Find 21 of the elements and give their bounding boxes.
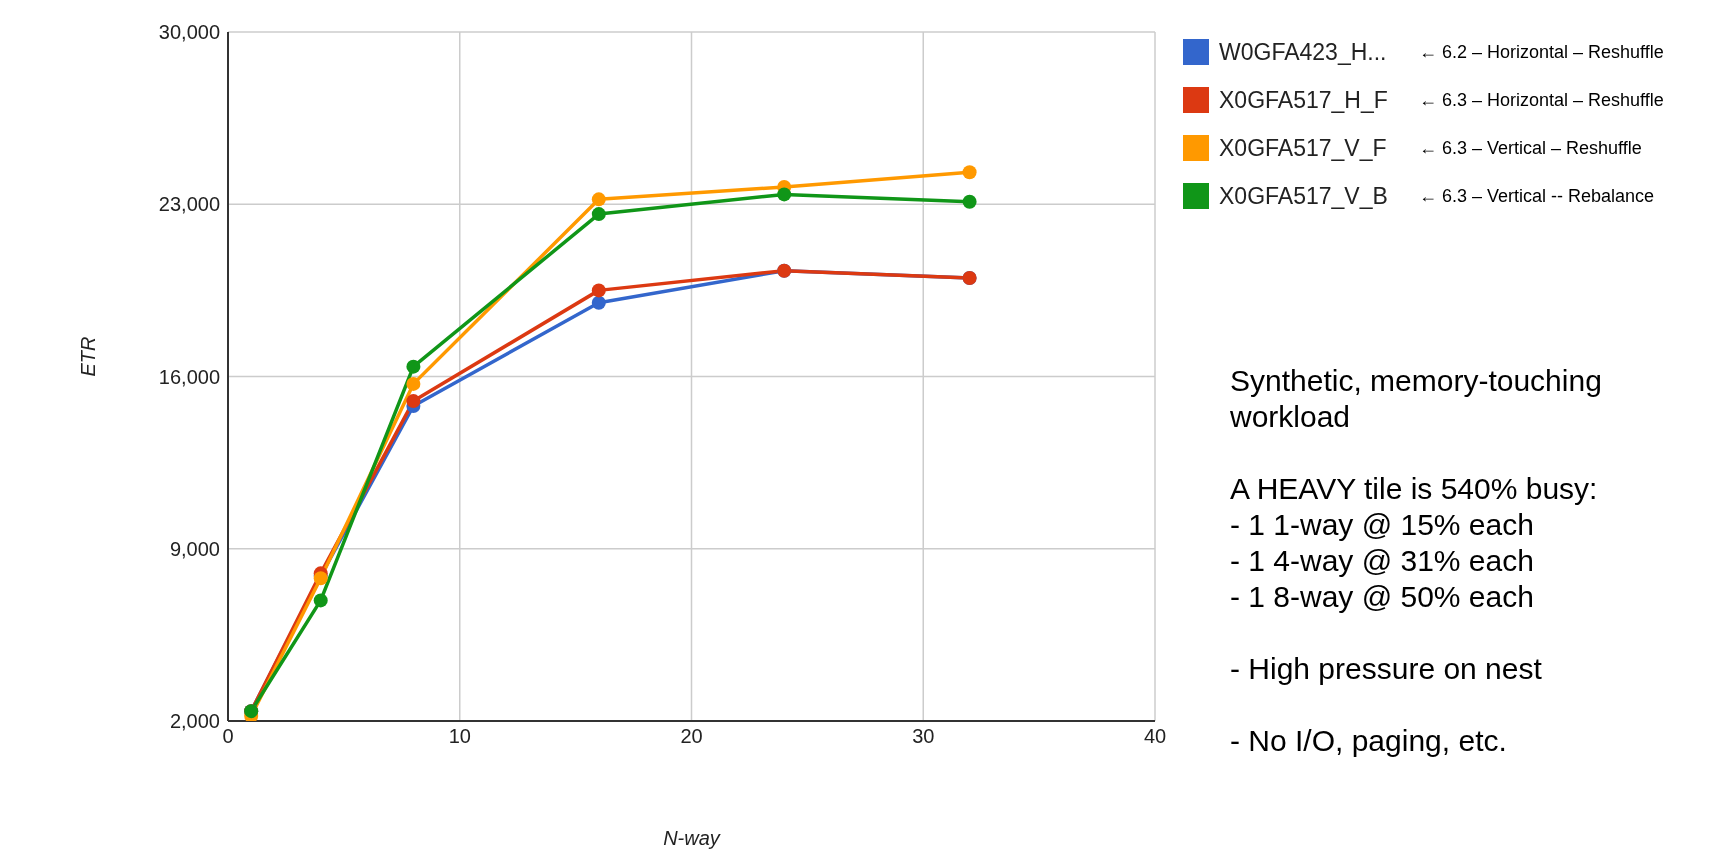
x-axis-title: N-way	[663, 827, 721, 849]
x-tick-label: 40	[1143, 725, 1167, 748]
y-axis-title: ETR	[77, 336, 100, 377]
x-tick-label: 0	[222, 725, 234, 748]
y-tick-label: 2,000	[169, 710, 220, 733]
x-tick-label: 30	[912, 725, 935, 748]
y-tick-label: 9,000	[169, 537, 220, 560]
y-tick-label: 16,000	[158, 365, 220, 388]
y-tick-label: 30,000	[158, 21, 220, 44]
y-tick-label: 23,000	[158, 193, 220, 216]
text: ← 6.3 – Horizontal – Reshuffle	[1419, 89, 1664, 111]
x-tick-label: 20	[680, 725, 703, 748]
text: ← 6.3 – Vertical – Reshuffle	[1419, 137, 1642, 159]
legend-label: X0GFA517_V_F	[1219, 134, 1388, 162]
x-tick-label: 10	[448, 725, 471, 748]
text: Synthetic, memory-touching workload A HEAVY tile is 540% busy: - 1 1-way @ 15% each - 1 4-way @ 31% each - 1 8-way @ 50% each - High pressure on nest - No I/O, paging, etc.	[1230, 364, 1602, 757]
text: ← 6.2 – Horizontal – Reshuffle	[1419, 41, 1664, 63]
legend-label: W0GFA423_H...	[1219, 38, 1388, 66]
text: ← 6.3 – Vertical -- Rebalance	[1419, 185, 1655, 207]
legend-label: X0GFA517_H_F	[1219, 86, 1389, 114]
legend-label: X0GFA517_V_B	[1219, 182, 1389, 210]
